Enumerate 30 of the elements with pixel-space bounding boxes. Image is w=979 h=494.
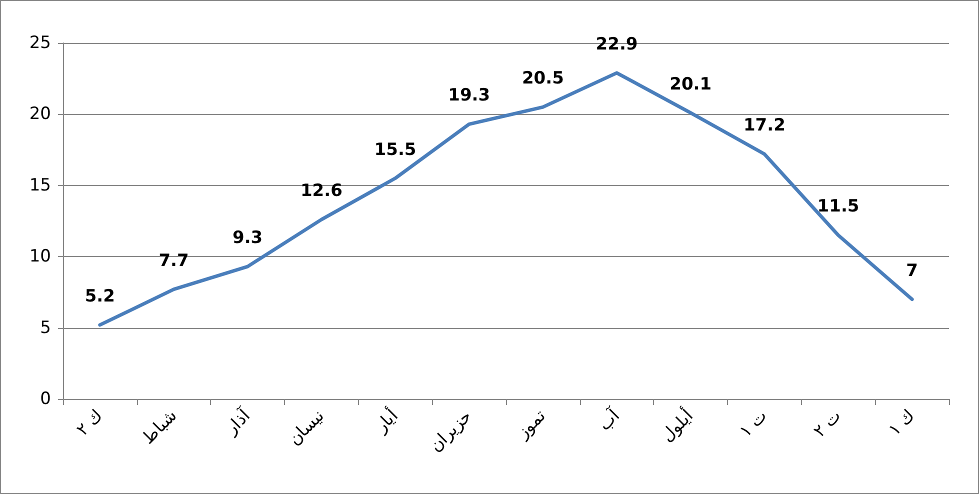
data-label: 20.5 (522, 68, 564, 89)
x-tick-label: تموز (512, 406, 550, 444)
data-label: 5.2 (84, 286, 115, 306)
data-label: 12.6 (300, 181, 342, 202)
x-tick-label: نيسان (284, 406, 328, 450)
x-tick-label: آذار (220, 404, 256, 440)
data-label: 15.5 (374, 140, 416, 160)
data-label: 7.7 (158, 250, 189, 271)
data-label: 11.5 (817, 196, 860, 217)
data-label: 20.1 (670, 74, 712, 94)
x-tick-label: ك ١ (884, 406, 920, 440)
x-tick-label: ك ٢ (72, 406, 107, 440)
x-tick-label: ت ١ (736, 406, 772, 442)
data-label: 22.9 (596, 34, 638, 54)
y-tick-label: 25 (29, 33, 51, 53)
x-tick-label: ت ٢ (810, 406, 846, 442)
y-tick-label: 10 (29, 246, 51, 267)
x-tick-label: أيار (370, 404, 402, 438)
x-tick-label: آب (593, 404, 625, 435)
x-tick-label: حزيران (426, 406, 476, 456)
y-tick-label: 20 (29, 104, 51, 124)
y-tick-label: 0 (40, 389, 51, 409)
x-tick-label: شباط (138, 406, 181, 448)
y-tick-label: 15 (29, 175, 51, 196)
x-tick-label: أيلول (656, 404, 698, 446)
data-label: 9.3 (232, 228, 263, 248)
data-label: 19.3 (448, 86, 490, 106)
data-label: 17.2 (743, 116, 786, 136)
data-label: 7 (906, 260, 918, 281)
y-tick-label: 5 (40, 318, 51, 338)
